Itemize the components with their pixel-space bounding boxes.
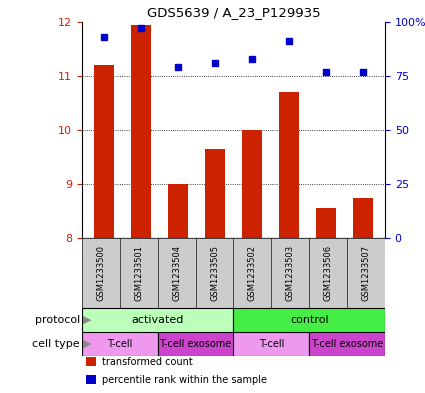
Title: GDS5639 / A_23_P129935: GDS5639 / A_23_P129935 (147, 6, 320, 19)
Text: GSM1233506: GSM1233506 (324, 245, 333, 301)
Text: activated: activated (132, 315, 184, 325)
Text: ▶: ▶ (83, 315, 92, 325)
Bar (168, 184, 188, 238)
Bar (158, 238, 196, 308)
Bar (233, 308, 385, 332)
Bar (309, 332, 385, 356)
Bar (82, 308, 233, 332)
Bar (205, 149, 225, 238)
Text: GSM1233502: GSM1233502 (248, 245, 257, 301)
Bar (82, 332, 158, 356)
Text: GSM1233504: GSM1233504 (172, 245, 181, 301)
Bar (158, 332, 233, 356)
Text: cell type: cell type (32, 339, 80, 349)
Bar (120, 238, 158, 308)
Text: control: control (290, 315, 329, 325)
Bar (131, 25, 151, 238)
Text: T-cell exosome: T-cell exosome (159, 339, 232, 349)
Text: percentile rank within the sample: percentile rank within the sample (102, 375, 267, 385)
Text: GSM1233500: GSM1233500 (96, 245, 105, 301)
Bar (233, 238, 272, 308)
Text: T-cell: T-cell (259, 339, 284, 349)
Text: GSM1233503: GSM1233503 (286, 245, 295, 301)
Bar (309, 238, 347, 308)
Bar (196, 238, 233, 308)
Text: GSM1233507: GSM1233507 (362, 245, 371, 301)
Bar (233, 332, 309, 356)
Text: T-cell: T-cell (107, 339, 133, 349)
Bar (347, 238, 385, 308)
Bar (242, 130, 262, 238)
Bar (353, 198, 373, 238)
Bar (279, 92, 299, 238)
Text: GSM1233501: GSM1233501 (134, 245, 143, 301)
Bar (94, 65, 114, 238)
Bar (316, 208, 336, 238)
Text: ▶: ▶ (83, 339, 92, 349)
Bar (82, 238, 120, 308)
Text: T-cell exosome: T-cell exosome (311, 339, 383, 349)
Text: GSM1233505: GSM1233505 (210, 245, 219, 301)
Text: transformed count: transformed count (102, 356, 193, 367)
Bar (272, 238, 309, 308)
Text: protocol: protocol (34, 315, 80, 325)
